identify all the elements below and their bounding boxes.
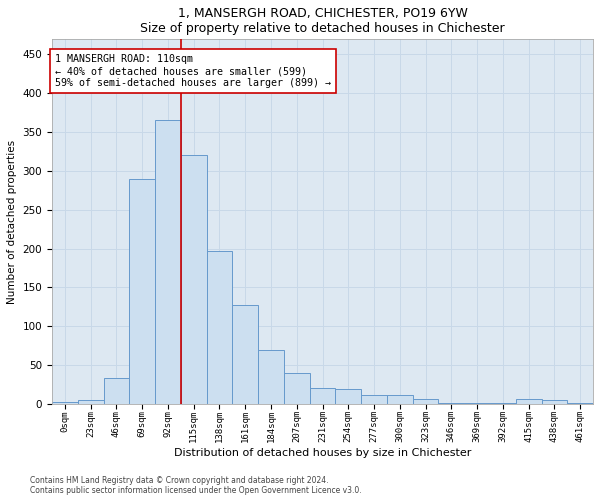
Bar: [567, 403, 593, 404]
Bar: [490, 403, 516, 404]
Bar: [181, 156, 206, 404]
Bar: [129, 178, 155, 404]
Bar: [310, 388, 335, 404]
Y-axis label: Number of detached properties: Number of detached properties: [7, 140, 17, 304]
Bar: [155, 120, 181, 404]
Bar: [206, 251, 232, 404]
Bar: [78, 400, 104, 404]
Bar: [258, 350, 284, 404]
Text: Contains HM Land Registry data © Crown copyright and database right 2024.
Contai: Contains HM Land Registry data © Crown c…: [30, 476, 362, 495]
X-axis label: Distribution of detached houses by size in Chichester: Distribution of detached houses by size …: [174, 448, 471, 458]
Bar: [413, 398, 439, 404]
Bar: [335, 389, 361, 404]
Bar: [284, 373, 310, 404]
Text: 1 MANSERGH ROAD: 110sqm
← 40% of detached houses are smaller (599)
59% of semi-d: 1 MANSERGH ROAD: 110sqm ← 40% of detache…: [55, 54, 331, 88]
Bar: [104, 378, 129, 404]
Bar: [361, 396, 387, 404]
Bar: [439, 403, 464, 404]
Bar: [232, 306, 258, 404]
Bar: [464, 403, 490, 404]
Bar: [387, 396, 413, 404]
Bar: [542, 400, 567, 404]
Bar: [516, 400, 542, 404]
Title: 1, MANSERGH ROAD, CHICHESTER, PO19 6YW
Size of property relative to detached hou: 1, MANSERGH ROAD, CHICHESTER, PO19 6YW S…: [140, 7, 505, 35]
Bar: [52, 402, 78, 404]
